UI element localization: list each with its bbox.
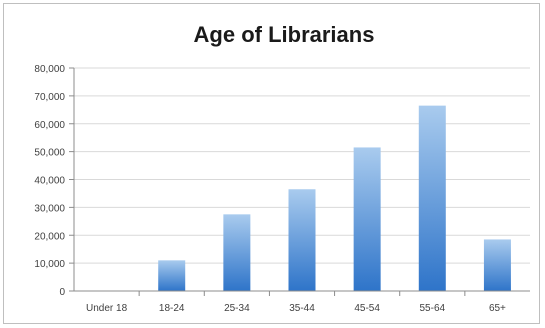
bar-25-34 [223,214,251,291]
bar-18-24 [158,260,186,291]
y-tick-label: 60,000 [34,120,65,131]
bar-65- [483,239,511,291]
y-tick-label: 0 [59,287,65,298]
x-tick-label: 55-64 [419,303,445,314]
bars [158,105,511,291]
x-tick-label: 65+ [489,303,506,314]
x-tick-label: Under 18 [86,303,128,314]
axes [73,68,530,292]
x-axis-ticks: Under 18 18-24 25-34 35-44 45-54 55-64 65+ [86,291,506,314]
bar-55-64 [418,105,446,291]
x-tick-label: 18-24 [159,303,185,314]
bar-35-44 [288,189,316,291]
chart-border [3,3,540,324]
y-tick-label: 70,000 [34,92,65,103]
y-tick-label: 40,000 [34,176,65,187]
y-tick-label: 50,000 [34,148,65,159]
x-tick-label: 25-34 [224,303,250,314]
x-tick-label: 35-44 [289,303,315,314]
x-tick-label: 45-54 [354,303,380,314]
y-axis-ticks: 0 10,000 20,000 30,000 40,000 50,000 60,000 70,… [34,64,74,298]
y-tick-label: 10,000 [34,259,65,270]
y-tick-label: 30,000 [34,203,65,214]
chart-title: Age of Librarians [194,22,375,47]
y-tick-label: 20,000 [34,231,65,242]
y-tick-label: 80,000 [34,64,65,75]
bar-45-54 [353,147,381,291]
